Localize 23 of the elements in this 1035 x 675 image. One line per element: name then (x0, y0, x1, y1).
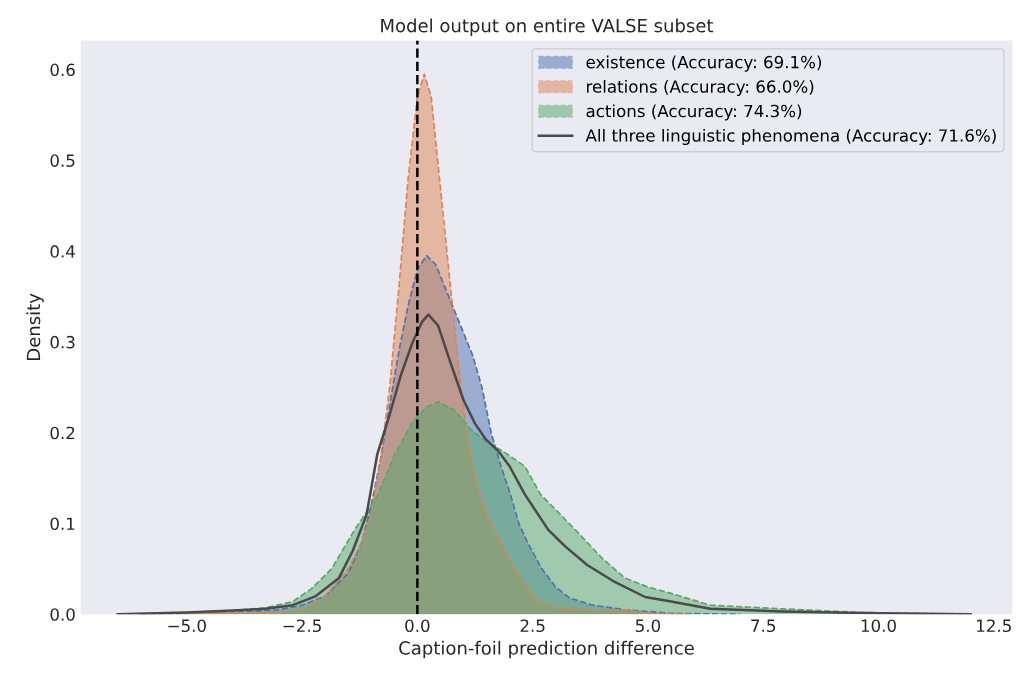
x-tick-label: 7.5 (751, 619, 776, 633)
x-tick-label: 5.0 (635, 619, 661, 633)
x-tick-label: −5.0 (168, 619, 206, 633)
x-tick-label: −2.5 (283, 619, 321, 633)
y-axis-title: Density (26, 293, 44, 360)
y-tick-label: 0.1 (50, 517, 75, 531)
y-tick-label: 0.3 (50, 335, 75, 349)
line-series (116, 313, 972, 615)
y-tick-label: 0.0 (50, 608, 75, 621)
chart-title: Model output on entire VALSE subset (381, 18, 714, 36)
x-axis-title: Caption-foil prediction difference (399, 640, 694, 659)
x-tick-label: 12.5 (977, 619, 1011, 633)
y-tick-label: 0.6 (50, 63, 75, 77)
x-tick-label: 10.0 (861, 619, 896, 633)
x-tick-label: 0.0 (405, 619, 430, 633)
y-tick-label: 0.4 (50, 245, 75, 258)
legend-label: existence (Accuracy: 69.1%) (586, 55, 822, 72)
y-tick-label: 0.2 (50, 426, 75, 440)
legend-label: All three linguistic phenomena (Accuracy: 71.6%) (585, 128, 996, 146)
legend-label: actions (Accuracy: 74.3%) (586, 104, 802, 121)
y-tick-label: 0.5 (50, 154, 75, 167)
x-tick-label: 2.5 (520, 619, 545, 633)
legend-label: relations (Accuracy: 66.0%) (587, 79, 814, 97)
